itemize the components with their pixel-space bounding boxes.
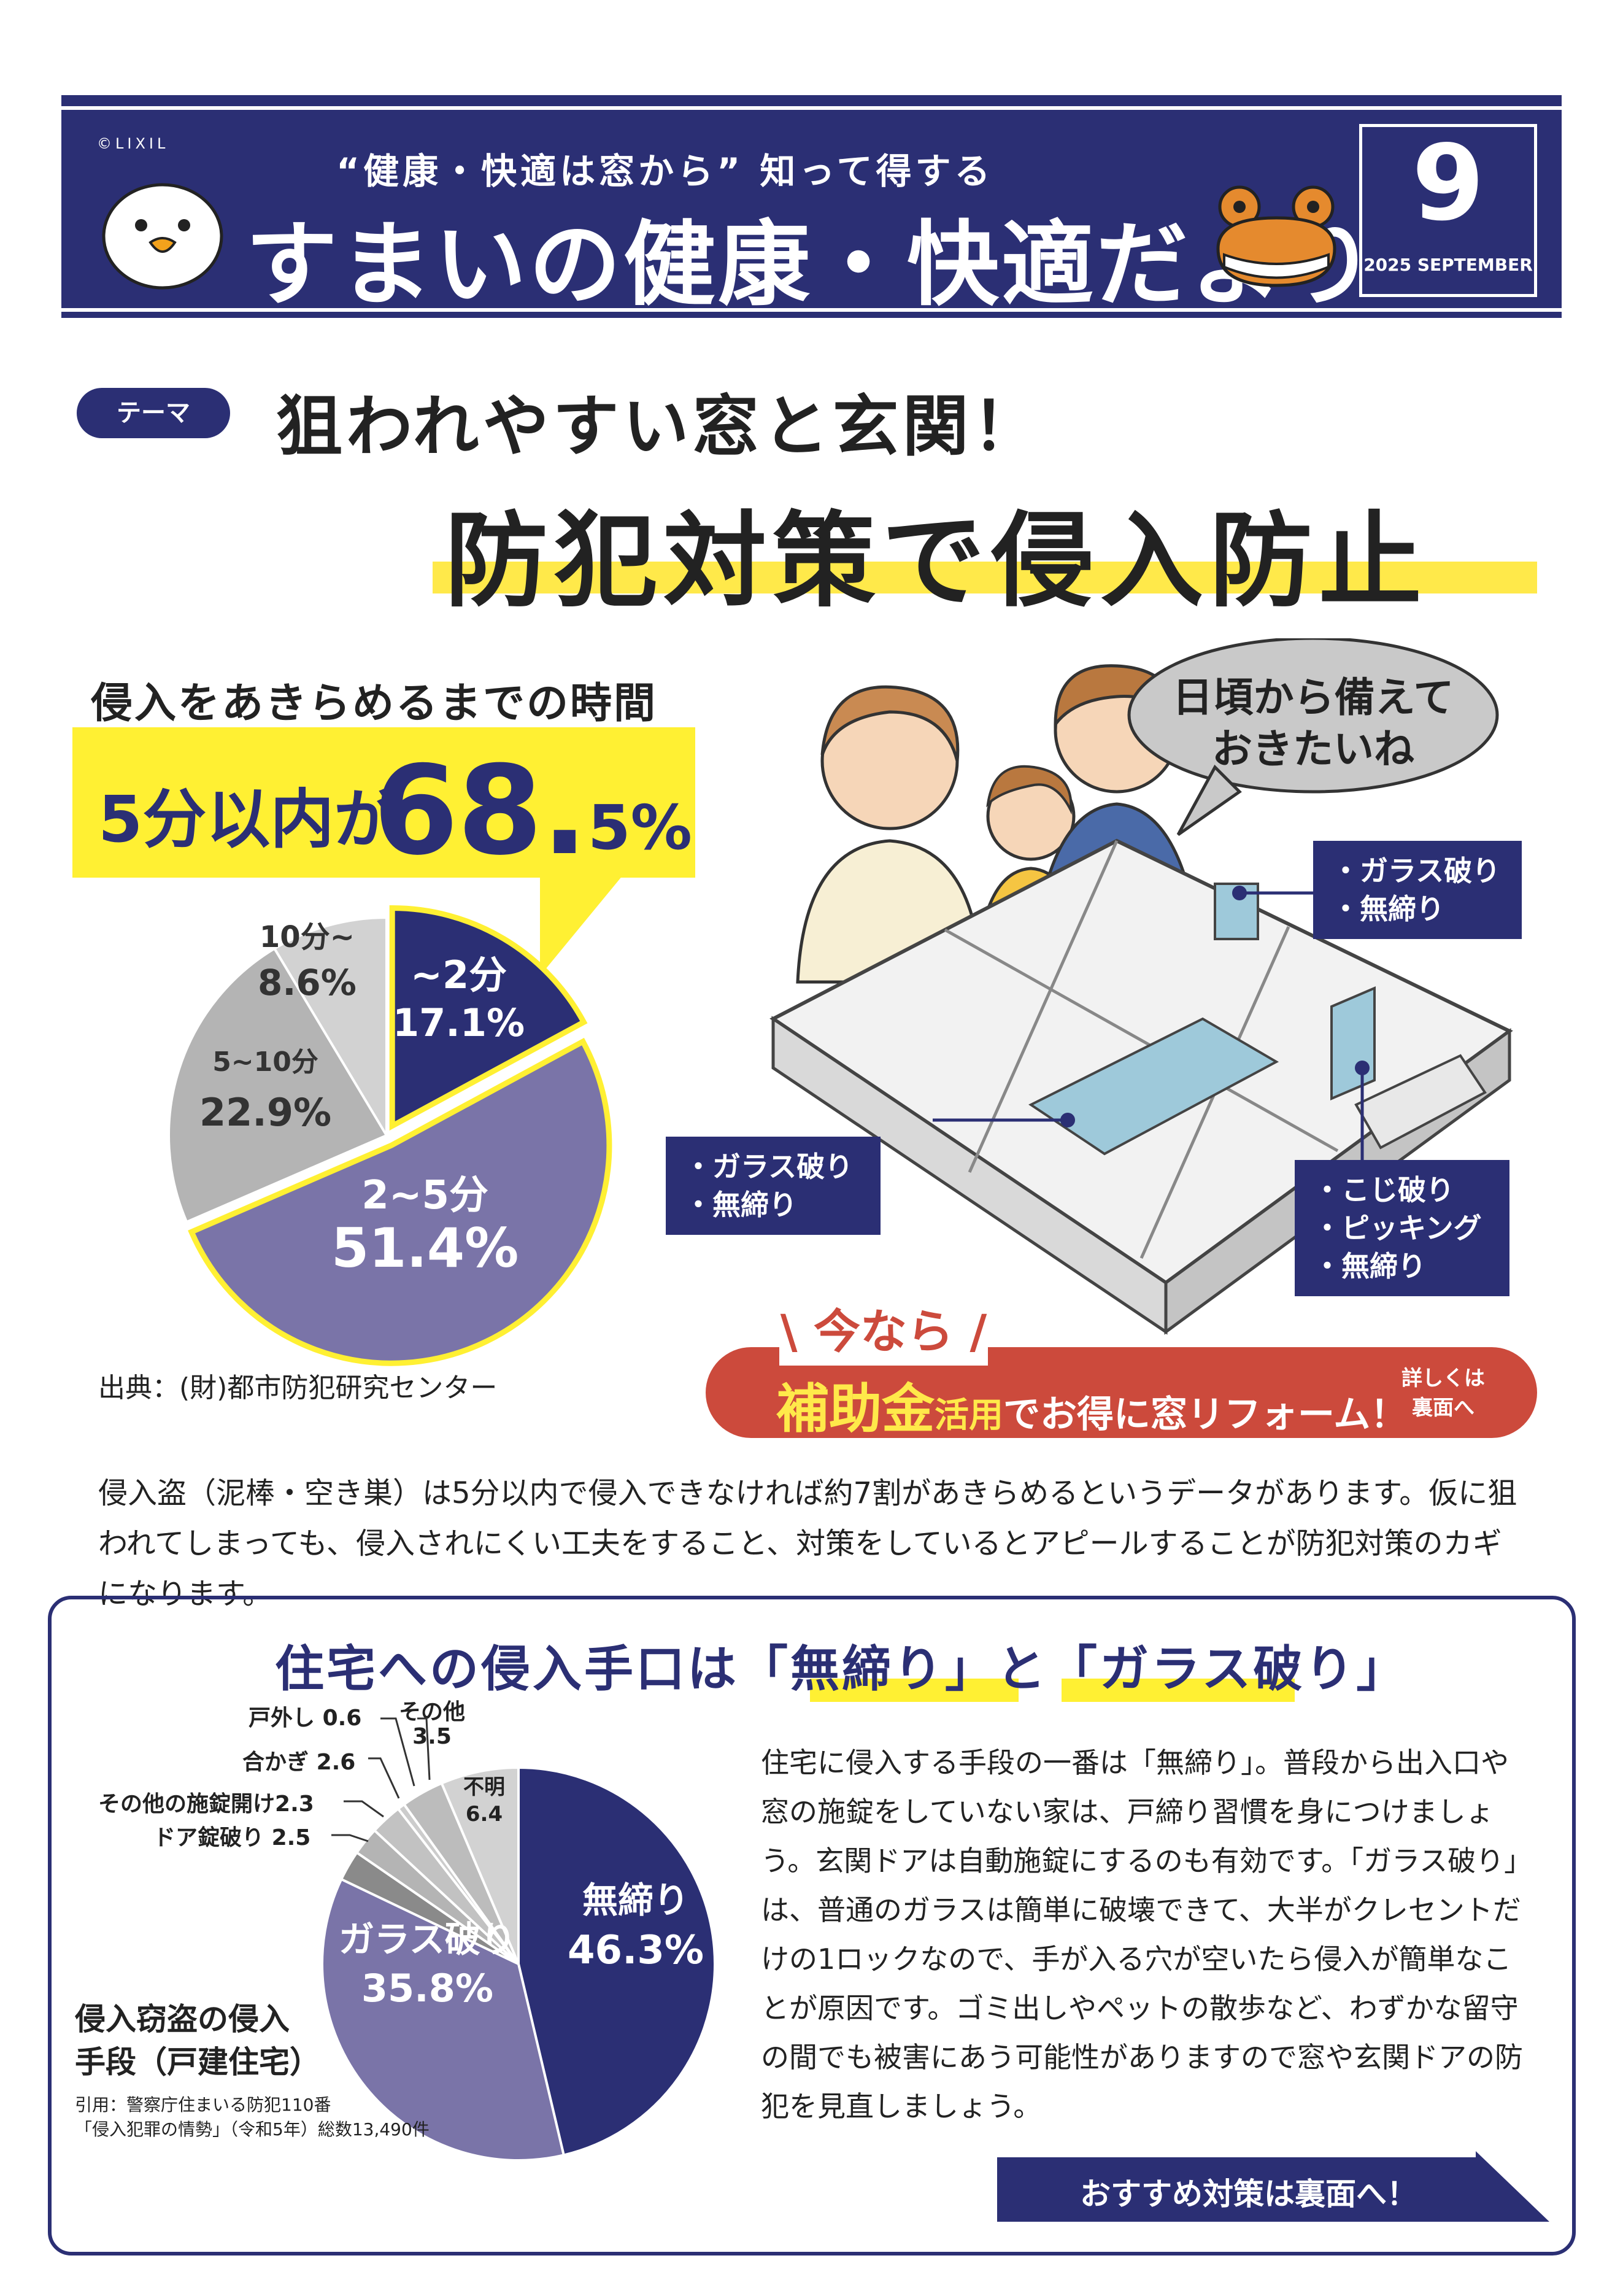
cta-arrow-shape <box>997 2151 1549 2222</box>
stat-box <box>72 727 695 878</box>
banner-main: 補助金活用でお得に窓リフォーム！ <box>776 1378 1408 1440</box>
stat-value: 68. <box>373 740 588 883</box>
issue-number: 9 <box>1411 123 1485 244</box>
header-frame <box>61 106 1562 312</box>
pie2-label-6: その他 3.5 <box>399 1699 466 1749</box>
section-title: 住宅への侵入手口は「無締り」と「ガラス破り」 <box>275 1641 1408 1698</box>
pie2-label-7: 不明 6.4 <box>463 1775 505 1826</box>
stat-prefix: 5分以内が <box>98 782 398 857</box>
title-highlight-1 <box>810 1679 1019 1702</box>
tag-door: ・こじ破り ・ピッキング ・無締り <box>1295 1160 1509 1296</box>
tag-window-top: ・ガラス破り ・無締り <box>1313 841 1522 939</box>
frog-mascot-icon <box>1216 185 1336 287</box>
speech-bubble-text: 日頃から備えて おきたいね <box>1172 674 1454 773</box>
stat-heading: 侵入をあきらめるまでの時間 <box>91 679 658 728</box>
method-section <box>48 1596 1576 2255</box>
headline-highlight <box>433 562 1537 593</box>
pie-slice-1 <box>321 1877 566 2162</box>
pie2-label-3: その他の施錠開け2.3 <box>98 1792 314 1817</box>
section-paragraph: 住宅に侵入する手段の一番は「無締り」。普段から出入口や窓の施錠をしていない家は、… <box>761 1746 1533 2123</box>
pie-chart-giveup-time <box>168 905 612 1366</box>
copyright: ©LIXIL <box>97 135 169 152</box>
tag-window-left: ・ガラス破り ・無締り <box>666 1137 881 1235</box>
pie-slice-0 <box>389 905 588 1131</box>
pie-slice-7 <box>440 1766 520 1965</box>
pie-slice-0 <box>517 1766 717 2157</box>
issue-date: 2025 SEPTEMBER <box>1363 255 1533 275</box>
pie2-label-1: ガラス破り 35.8% <box>339 1919 516 2011</box>
citation: 引用：警察庁住まいる防犯110番 「侵入犯罪の情勢」（令和5年）総数13,490件 <box>75 2095 430 2139</box>
stat-percent: 5% <box>588 792 692 864</box>
theme-title: 防犯対策で侵入防止 <box>445 501 1428 621</box>
pie-slice-2 <box>168 946 388 1224</box>
stat-pointer <box>540 872 626 976</box>
chick-mascot-icon <box>102 183 223 290</box>
pie2-label-4: 合かぎ 2.6 <box>242 1750 356 1775</box>
pie-slice-3 <box>272 916 388 1140</box>
pie-slice-1 <box>188 1038 612 1366</box>
pie2-label-2: ドア錠破り 2.5 <box>153 1825 311 1850</box>
banner-side: 詳しくは 裏面へ <box>1401 1366 1485 1420</box>
pie2-title: 侵入窃盗の侵入 手段（戸建住宅） <box>75 2001 320 2080</box>
pie-chart-intrusion-methods <box>321 1766 717 2162</box>
month-box <box>1359 124 1537 297</box>
pie1-label-1: 2~5分 51.4% <box>331 1173 519 1280</box>
theme-pill: テーマ <box>77 388 230 438</box>
pie1-label-2: 5~10分 22.9% <box>199 1046 332 1135</box>
pie2-label-0: 無締り 46.3% <box>568 1879 704 1973</box>
theme-headline: 狙われやすい窓と玄関！ <box>276 388 1043 465</box>
title-highlight-2 <box>1062 1679 1295 1702</box>
intro-paragraph: 侵入盗（泥棒・空き巣）は5分以内で侵入できなければ約7割があきらめるというデータ… <box>98 1476 1517 1611</box>
pie2-leader-lines <box>331 1717 431 1842</box>
header-title: すまいの健康・快適だより <box>245 212 1378 319</box>
cta-button[interactable]: おすすめ対策は裏面へ！ <box>1080 2176 1417 2212</box>
pie2-label-5: 戸外し 0.6 <box>249 1706 362 1731</box>
source-note: 出典：(財)都市防犯研究センター <box>98 1372 498 1404</box>
banner-now: \ 今なら / <box>780 1304 987 1359</box>
pie1-label-3: 10分~ 8.6% <box>258 920 357 1003</box>
banner-now-bg <box>779 1298 988 1366</box>
header-subtitle: “健康・快適は窓から” 知って得する <box>336 150 994 192</box>
pie1-label-0: ~2分 17.1% <box>393 953 525 1045</box>
